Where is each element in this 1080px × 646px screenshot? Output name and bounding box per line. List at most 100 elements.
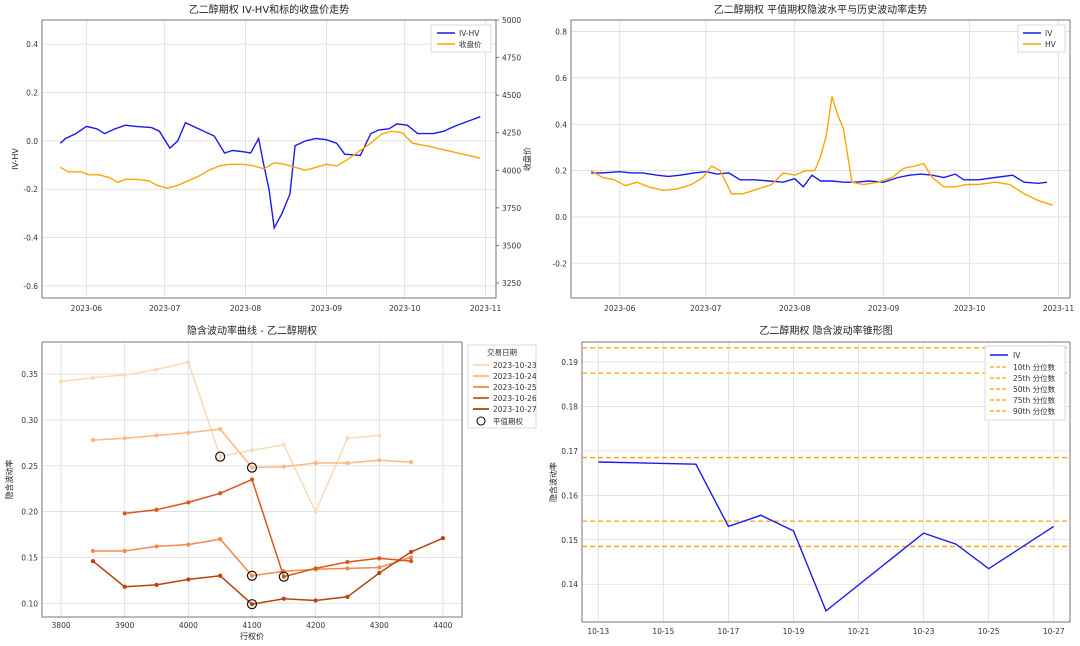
y-axis-label: 隐含波动率 [4,460,14,500]
x-tick-label: 10-21 [848,627,870,636]
chart-iv-vs-hv: 乙二醇期权 平值期权隐波水平与历史波动率走势 2023-06 2023-07 2023… [552,3,1074,313]
data-point [122,372,127,378]
chart-title: 乙二醇期权 隐含波动率锥形图 [759,324,892,337]
data-point [313,460,318,466]
data-point [313,566,318,571]
legend-label: 2023-10-26 [493,394,537,403]
y-tick-label: 0.6 [555,74,567,83]
y-tick-label: 0.14 [561,580,578,589]
data-point [313,509,318,514]
x-tick-label: 2023-09 [868,304,900,313]
y-tick-label: 0.18 [561,402,578,411]
x-tick-label: 10-13 [587,627,609,636]
legend-box [984,345,1066,421]
x-tick-label: 10-19 [783,627,805,636]
data-point [281,464,286,469]
legend-label: 50th 分位数 [1013,384,1056,394]
legend-label: HV [1045,40,1057,49]
data-point [345,594,350,599]
x-tick-label: 2023-07 [690,304,722,313]
data-point [186,500,191,505]
y-left-axis-label: IV-HV [11,148,20,170]
data-point [218,426,223,432]
data-point [249,477,255,482]
series-line [61,361,380,514]
data-point [377,565,382,570]
x-tick-label: 10-15 [652,627,674,636]
y-tick-label: 0.15 [561,536,578,545]
data-point [90,437,96,443]
x-tick-label: 2023-08 [779,304,811,313]
data-point [249,573,255,578]
data-point [154,582,159,588]
data-point [249,448,255,453]
data-point [58,379,64,384]
y-tick-label: 0.25 [21,462,38,471]
legend-label: 2023-10-24 [493,372,537,381]
data-point [377,433,382,438]
legend-label: IV [1045,29,1053,38]
data-point [186,577,191,582]
plot-frame [41,19,497,299]
data-point [249,465,255,470]
x-tick-label: 4400 [433,621,452,630]
y-right-tick-label: 4250 [502,129,521,138]
x-tick-label: 2023-08 [230,304,262,313]
y-right-tick-label: 3500 [502,241,521,250]
y-left-tick-label: -0.2 [23,185,38,194]
data-point [154,544,159,549]
x-tick-label: 3800 [52,621,71,630]
x-tick-label: 2023-06 [604,304,636,313]
y-left-tick-label: 0.4 [26,40,38,49]
x-tick-label: 3900 [115,621,134,630]
y-right-tick-label: 4750 [502,54,521,63]
legend-label: 收盘价 [459,39,482,49]
y-tick-label: 0.19 [561,358,578,367]
legend: 交易日期 2023-10-23 2023-10-24 2023-10-25 2023-1… [467,344,537,429]
x-tick-label: 4000 [179,621,198,630]
x-tick-label: 2023-10 [954,304,986,313]
y-tick-label: 0.8 [555,28,567,37]
y-right-tick-label: 4000 [502,166,521,175]
x-tick-label: 4300 [370,621,389,630]
legend-label: 2023-10-23 [493,361,537,370]
data-point [249,602,255,607]
legend: IV HV [1017,24,1066,53]
x-tick-label: 4200 [306,621,325,630]
series-line-close [59,130,481,190]
data-point [154,367,159,372]
chart-iv-hv: 乙二醇期权 IV-HV和标的收盘价走势 2023-06 2023-07 2023-08… [11,3,532,313]
data-point [408,555,414,560]
y-tick-label: 0.35 [21,370,38,379]
plot-frame [570,19,1071,299]
legend-label: 2023-10-27 [493,405,537,414]
legend-box [430,24,492,53]
series-line-iv [598,461,1055,613]
data-point [186,542,191,547]
data-point [122,548,127,554]
legend-label: IV [1013,351,1021,360]
chart-title: 乙二醇期权 IV-HV和标的收盘价走势 [189,3,349,16]
data-point [345,436,350,441]
y-tick-label: 0.0 [555,213,567,222]
data-point [408,558,414,564]
series-line-iv [591,170,1048,188]
y-tick-label: 0.15 [21,553,38,562]
x-axis-label: 行权价 [240,631,264,641]
data-point [218,573,223,578]
series-line [124,478,412,578]
legend-box [1017,24,1066,53]
y-left-tick-label: -0.6 [23,282,38,291]
atm-marker [278,571,289,582]
y-tick-label: 0.20 [21,508,38,517]
y-tick-label: 0.2 [555,167,567,176]
legend-label: 75th 分位数 [1013,395,1056,405]
data-point [218,536,223,542]
legend-label: 25th 分位数 [1013,373,1056,383]
x-tick-label: 4100 [242,621,261,630]
series-line-hv [590,96,1054,206]
data-point [154,507,159,512]
x-tick-label: 10-25 [978,627,1000,636]
